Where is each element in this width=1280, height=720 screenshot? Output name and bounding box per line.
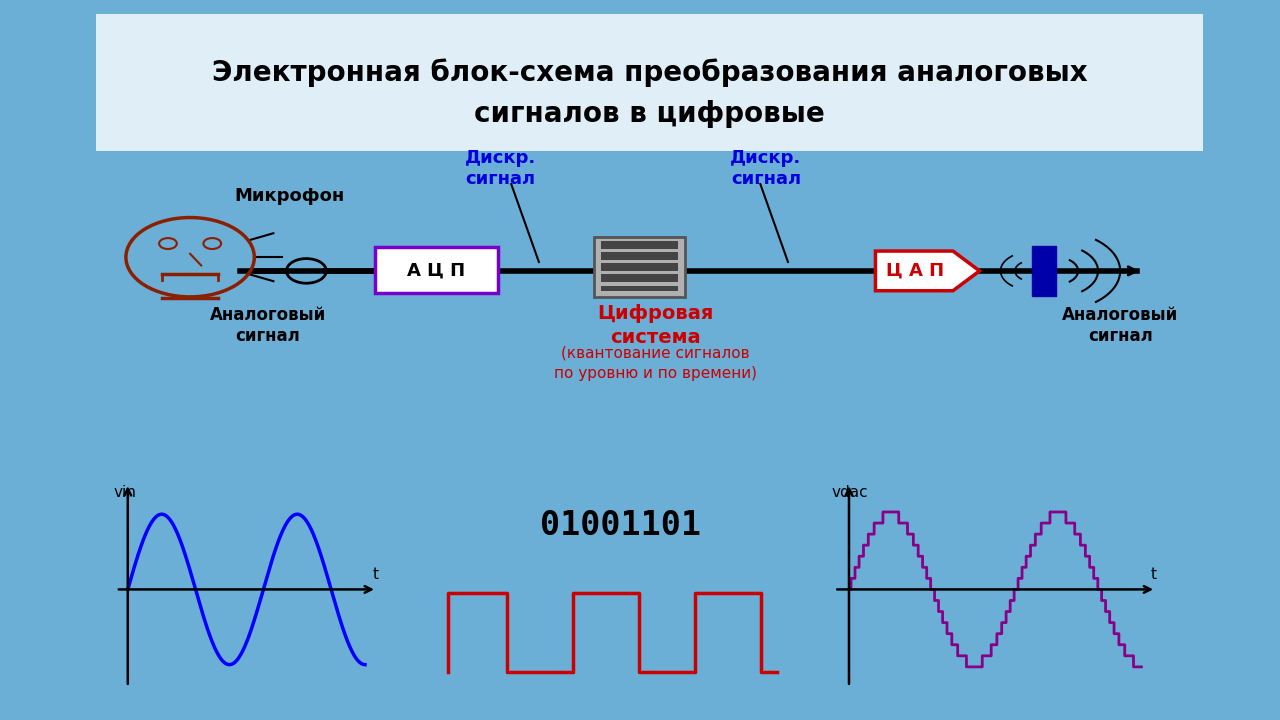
Text: Аналоговый
сигнал: Аналоговый сигнал bbox=[1062, 306, 1179, 345]
Text: t: t bbox=[372, 567, 378, 582]
Bar bbox=[600, 274, 678, 282]
Bar bbox=[600, 263, 678, 271]
Text: А Ц П: А Ц П bbox=[407, 261, 466, 279]
Text: Электронная блок-схема преобразования аналоговых: Электронная блок-схема преобразования ан… bbox=[211, 58, 1088, 87]
Text: Микрофон: Микрофон bbox=[234, 186, 344, 204]
Text: Дискр.
сигнал: Дискр. сигнал bbox=[730, 149, 801, 188]
Text: Аналоговый
сигнал: Аналоговый сигнал bbox=[210, 306, 325, 345]
Bar bbox=[600, 252, 678, 260]
FancyBboxPatch shape bbox=[594, 237, 685, 297]
Bar bbox=[1032, 246, 1056, 295]
Text: vdac: vdac bbox=[832, 485, 868, 500]
Text: vin: vin bbox=[114, 485, 137, 500]
Bar bbox=[600, 240, 678, 249]
Text: Дискр.
сигнал: Дискр. сигнал bbox=[465, 149, 536, 188]
FancyBboxPatch shape bbox=[96, 14, 1203, 151]
Text: t: t bbox=[1151, 567, 1156, 582]
Text: 01001101: 01001101 bbox=[540, 509, 701, 542]
Text: сигналов в цифровые: сигналов в цифровые bbox=[474, 99, 826, 127]
Bar bbox=[600, 286, 678, 292]
Polygon shape bbox=[876, 251, 979, 291]
Text: (квантование сигналов
по уровню и по времени): (квантование сигналов по уровню и по вре… bbox=[554, 346, 756, 381]
Text: Цифровая
система: Цифровая система bbox=[596, 305, 713, 347]
Text: Ц А П: Ц А П bbox=[886, 262, 945, 280]
FancyBboxPatch shape bbox=[375, 247, 498, 294]
